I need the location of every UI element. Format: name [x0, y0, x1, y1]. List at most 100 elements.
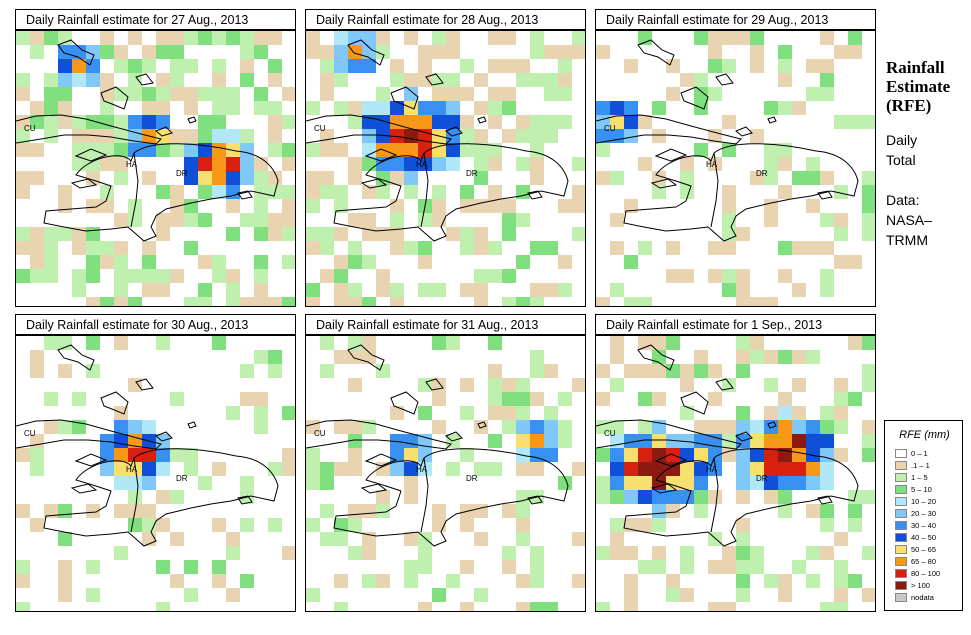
- rainfall-cell: [544, 115, 558, 129]
- rainfall-cell: [764, 378, 778, 392]
- rainfall-cell: [184, 87, 198, 101]
- rainfall-cell: [226, 588, 240, 602]
- rainfall-cell: [418, 602, 432, 611]
- rfe-title-line: Estimate: [886, 77, 950, 96]
- rainfall-cell: [862, 115, 875, 129]
- legend-swatch: [895, 521, 907, 530]
- rainfall-cell: [156, 336, 170, 350]
- rainfall-cell: [806, 546, 820, 560]
- rainfall-cell: [708, 59, 722, 73]
- rainfall-cell: [558, 392, 572, 406]
- legend-label: 50 – 65: [911, 545, 936, 554]
- legend-label: 20 – 30: [911, 509, 936, 518]
- rainfall-cell: [30, 269, 44, 283]
- rainfall-cell: [516, 462, 530, 476]
- rainfall-cell: [820, 406, 834, 420]
- rainfall-cell: [460, 406, 474, 420]
- rainfall-cell: [432, 392, 446, 406]
- rainfall-cell: [502, 31, 516, 45]
- daily-line: Daily: [886, 130, 917, 150]
- rainfall-cell: [502, 560, 516, 574]
- rainfall-cell: [862, 171, 875, 185]
- rainfall-cell: [862, 227, 875, 241]
- rainfall-cell: [240, 129, 254, 143]
- legend-item: 30 – 40: [895, 520, 936, 530]
- rainfall-cell: [516, 504, 530, 518]
- rainfall-cell: [156, 560, 170, 574]
- rainfall-cell: [862, 336, 875, 350]
- rainfall-cell: [240, 59, 254, 73]
- rainfall-cell: [792, 560, 806, 574]
- rainfall-cell: [806, 434, 820, 448]
- rainfall-cell: [680, 546, 694, 560]
- rainfall-cell: [474, 283, 488, 297]
- rainfall-cell: [750, 297, 764, 306]
- rainfall-cell: [226, 283, 240, 297]
- rainfall-cell: [334, 420, 348, 434]
- rainfall-cell: [638, 31, 652, 45]
- rainfall-cell: [792, 448, 806, 462]
- rainfall-cell: [16, 171, 30, 185]
- rainfall-cell: [624, 297, 638, 306]
- rainfall-cell: [516, 518, 530, 532]
- rainfall-cell: [806, 241, 820, 255]
- country-label: DR: [756, 474, 768, 483]
- rainfall-cell: [362, 504, 376, 518]
- rainfall-cell: [460, 59, 474, 73]
- rainfall-cell: [502, 392, 516, 406]
- rainfall-cell: [44, 87, 58, 101]
- rainfall-cell: [778, 588, 792, 602]
- rainfall-cell: [792, 476, 806, 490]
- rainfall-cell: [240, 213, 254, 227]
- rainfall-map-svg: CUHADR: [596, 31, 875, 306]
- rainfall-cell: [376, 87, 390, 101]
- rainfall-cell: [558, 59, 572, 73]
- daily-line: Total: [886, 150, 917, 170]
- rainfall-cell: [764, 406, 778, 420]
- rainfall-cell: [306, 283, 320, 297]
- rainfall-cell: [680, 364, 694, 378]
- rainfall-cell: [750, 350, 764, 364]
- rainfall-cell: [530, 434, 544, 448]
- rainfall-cell: [44, 420, 58, 434]
- legend-item: 50 – 65: [895, 544, 936, 554]
- rainfall-cell: [240, 157, 254, 171]
- rainfall-cell: [16, 241, 30, 255]
- rainfall-cell: [58, 59, 72, 73]
- rainfall-cell: [596, 297, 610, 306]
- rainfall-cell: [30, 364, 44, 378]
- rainfall-cell: [666, 574, 680, 588]
- rainfall-cell: [334, 350, 348, 364]
- rainfall-cell: [240, 171, 254, 185]
- rainfall-cell: [390, 157, 404, 171]
- legend-item: 10 – 20: [895, 496, 936, 506]
- rainfall-map: CU HA DR: [595, 30, 876, 307]
- rainfall-cell: [212, 518, 226, 532]
- rainfall-cell: [516, 378, 530, 392]
- rainfall-cell: [596, 490, 610, 504]
- rainfall-cell: [44, 227, 58, 241]
- rainfall-cell: [806, 199, 820, 213]
- rainfall-cell: [86, 241, 100, 255]
- rainfall-cell: [558, 434, 572, 448]
- rainfall-cell: [254, 101, 268, 115]
- rainfall-cell: [516, 297, 530, 306]
- rainfall-cell: [404, 143, 418, 157]
- rainfall-cell: [558, 283, 572, 297]
- rainfall-cell: [736, 560, 750, 574]
- rainfall-cell: [170, 574, 184, 588]
- rainfall-cell: [652, 504, 666, 518]
- rainfall-cell: [502, 378, 516, 392]
- rainfall-cell: [348, 448, 362, 462]
- rainfall-cell: [530, 602, 544, 611]
- rainfall-cell: [72, 73, 86, 87]
- rainfall-cell: [680, 560, 694, 574]
- rainfall-cell: [764, 101, 778, 115]
- rainfall-cell: [474, 269, 488, 283]
- rainfall-cell: [306, 462, 320, 476]
- rainfall-cell: [638, 448, 652, 462]
- rainfall-cell: [610, 101, 624, 115]
- rainfall-cell: [652, 518, 666, 532]
- rainfall-cell: [212, 462, 226, 476]
- rainfall-cell: [488, 87, 502, 101]
